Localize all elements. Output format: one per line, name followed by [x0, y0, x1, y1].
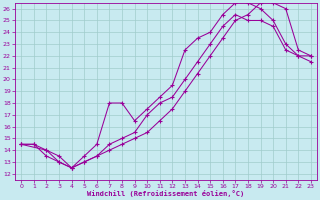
X-axis label: Windchill (Refroidissement éolien,°C): Windchill (Refroidissement éolien,°C): [87, 190, 245, 197]
